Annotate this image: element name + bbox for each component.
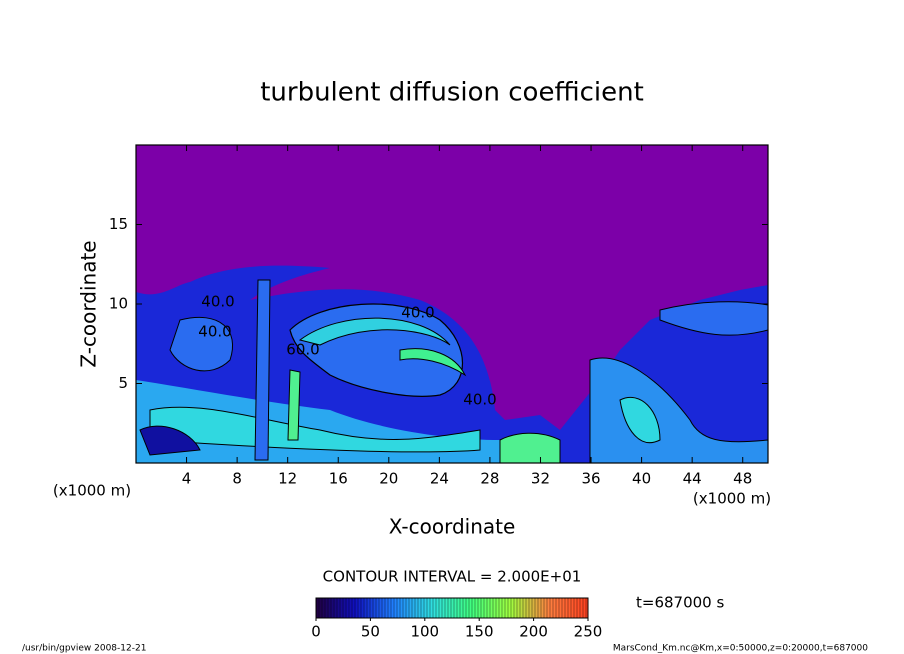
x-tick-label: 40	[632, 470, 651, 488]
y-tick-label: 15	[109, 215, 128, 233]
x-tick-label: 28	[480, 470, 499, 488]
y-tick-label: 10	[109, 295, 128, 313]
x-tick-label: 16	[329, 470, 348, 488]
x-tick-label: 4	[182, 470, 192, 488]
x-tick-label: 12	[278, 470, 297, 488]
y-unit: (x1000 m)	[53, 482, 131, 500]
colorbar-tick-label: 150	[465, 623, 494, 641]
contour-label: 40.0	[201, 293, 234, 311]
colorbar-tick-label: 100	[410, 623, 439, 641]
footer-right: MarsCond_Km.nc@Km,x=0:50000,z=0:20000,t=…	[613, 644, 868, 654]
x-tick-label: 24	[430, 470, 449, 488]
x-tick-label: 44	[683, 470, 702, 488]
contour-label: 60.0	[286, 341, 319, 359]
colorbar-tick-label: 50	[361, 623, 380, 641]
y-axis-label: Z-coordinate	[77, 240, 101, 367]
contour-label: 40.0	[198, 323, 231, 341]
field	[136, 145, 768, 463]
x-tick-label: 48	[733, 470, 752, 488]
x-tick-label: 8	[232, 470, 242, 488]
x-tick-label: 32	[531, 470, 550, 488]
y-tick-label: 5	[118, 374, 128, 392]
time-label: t=687000 s	[636, 594, 724, 612]
contour-label: 40.0	[401, 304, 434, 322]
colorbar-tick-label: 0	[311, 623, 321, 641]
x-unit: (x1000 m)	[693, 490, 771, 508]
chart-title: turbulent diffusion coefficient	[260, 78, 644, 108]
contour-label: 40.0	[463, 391, 496, 409]
contour-interval: CONTOUR INTERVAL = 2.000E+01	[323, 568, 582, 586]
footer-left: /usr/bin/gpview 2008-12-21	[22, 644, 146, 654]
x-tick-label: 20	[379, 470, 398, 488]
x-tick-label: 36	[581, 470, 600, 488]
x-axis-label: X-coordinate	[389, 515, 516, 539]
colorbar-tick-label: 200	[519, 623, 548, 641]
colorbar-tick-label: 250	[574, 623, 603, 641]
